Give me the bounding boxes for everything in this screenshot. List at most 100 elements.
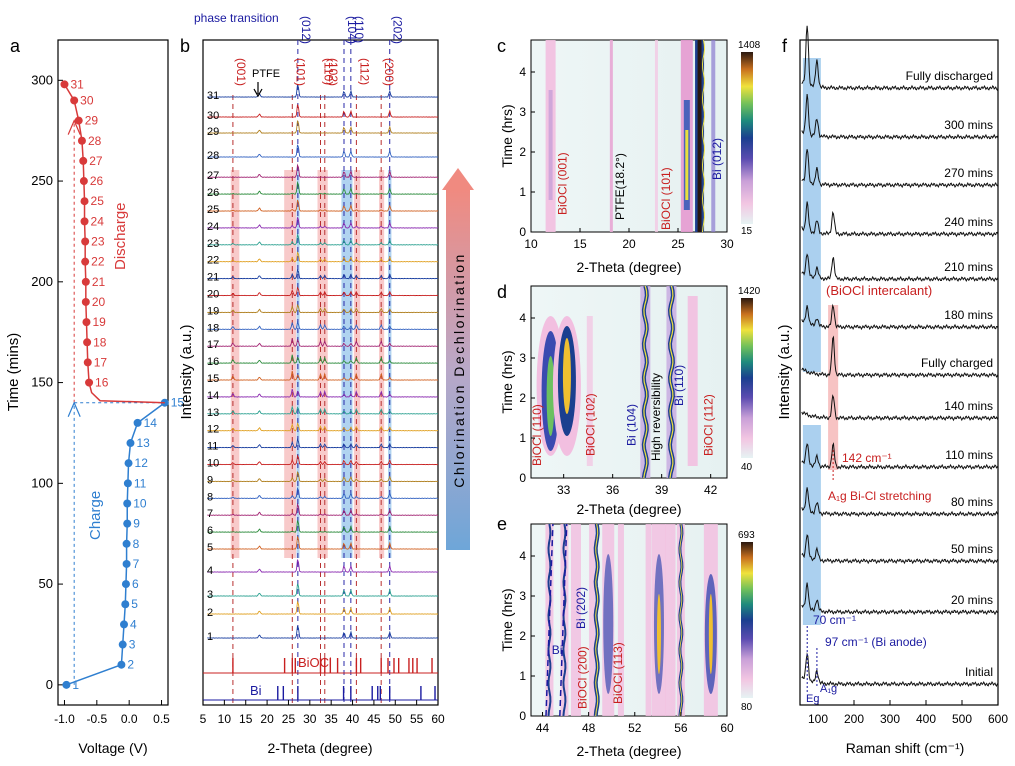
d-annotation-reversibility: High reversibility <box>649 373 663 461</box>
panel-f-a1g: A₁g <box>820 683 837 695</box>
c-band-core <box>548 90 553 200</box>
a-point-label: 10 <box>133 496 147 510</box>
a-point <box>79 177 88 186</box>
hm-xtick-label: 60 <box>720 721 734 735</box>
a-point-label: 21 <box>92 275 106 289</box>
b-scan-label: 1 <box>207 631 213 643</box>
b-scan-trace <box>207 180 439 195</box>
a-point <box>81 297 90 306</box>
f-band-bi-top <box>802 58 821 372</box>
panel-d-xlabel: 2-Theta (degree) <box>576 501 681 517</box>
a-ytick-label: 100 <box>31 475 53 490</box>
b-scan-label: 5 <box>207 542 213 554</box>
a-point-label: 16 <box>95 376 109 390</box>
b-plane-bi: (202) <box>391 16 405 44</box>
a-point-label: 19 <box>92 315 106 329</box>
hm-xtick-label: 48 <box>582 721 596 735</box>
b-plane-biocl: (200) <box>382 58 396 86</box>
a-point <box>124 459 133 468</box>
a-point <box>60 80 69 89</box>
b-scan-label: 9 <box>207 474 213 486</box>
a-point <box>133 418 142 427</box>
hm-xtick-label: 20 <box>622 237 636 251</box>
b-band-bi <box>341 170 353 558</box>
hm-ytick-label: 1 <box>519 185 526 199</box>
hm-ytick-label: 2 <box>519 629 526 643</box>
f-trace-label: 110 mins <box>945 448 993 462</box>
a-point <box>81 277 90 286</box>
a-point-label: 3 <box>129 638 136 652</box>
e-blob-54-core <box>656 594 661 674</box>
panel-e-xlabel: 2-Theta (degree) <box>576 743 681 759</box>
a-point-label: 15 <box>171 396 185 410</box>
hm-ytick-label: 3 <box>519 105 526 119</box>
b-scan-label: 27 <box>207 170 219 182</box>
b-band-biocl <box>353 170 361 558</box>
e-annotation-bi: Bi <box>552 643 563 657</box>
a-ytick-label: 300 <box>31 72 53 87</box>
e-contour-bi202-core <box>595 523 599 717</box>
a-ytick-label: 250 <box>31 173 53 188</box>
hm-ytick-label: 1 <box>519 431 526 445</box>
panel-c-heatmap: BiOCl (001) PTFE(18.2°) BiOCl (101) Bi (012… <box>499 39 761 275</box>
a-point-label: 22 <box>91 255 105 269</box>
panel-a-label: a <box>10 36 21 56</box>
chlorination-arrow-head <box>442 168 474 190</box>
panel-b-xlabel: 2-Theta (degree) <box>267 740 372 756</box>
panel-b-chart: 1234567891011121314151617181920212223242… <box>178 11 474 756</box>
b-plane-biocl: (112) <box>357 58 371 85</box>
panel-d-heatmap: BiOCl (110) BiOCl (102) Bi (104) High rever… <box>499 285 761 517</box>
b-plane-biocl: (102) <box>326 58 340 86</box>
a-point-label: 18 <box>93 335 107 349</box>
a-point <box>126 439 135 448</box>
a-point <box>123 499 132 508</box>
b-plane-biocl: (101) <box>293 58 307 86</box>
a-point-label: 25 <box>91 194 105 208</box>
b-scan-trace <box>207 163 439 178</box>
e-annotation-biocl200: BiOCl (200) <box>575 646 589 709</box>
a-point-label: 7 <box>133 557 140 571</box>
f-trace-label: 270 mins <box>944 166 993 180</box>
c-annotation-biocl101: BiOCl (101) <box>659 167 673 230</box>
b-xtick-label: 35 <box>325 712 339 726</box>
hm-ytick-label: 0 <box>519 709 526 723</box>
a-point <box>123 519 132 528</box>
a-point <box>122 559 131 568</box>
b-scan-label: 7 <box>207 508 213 520</box>
a-xtick-label: -0.5 <box>86 712 107 726</box>
b-band-biocl <box>284 170 297 558</box>
a-point <box>121 580 130 589</box>
b-scan-label: 4 <box>207 565 213 577</box>
b-plane-biocl: (110) <box>322 58 336 85</box>
hm-ytick-label: 4 <box>519 65 526 79</box>
c-annotation-ptfe: PTFE(18.2°) <box>613 153 627 220</box>
hm-ytick-label: 2 <box>519 391 526 405</box>
b-xtick-label: 55 <box>410 712 424 726</box>
chlorination-arrow-body <box>446 190 470 550</box>
panel-f-chart: Initial 20 mins 50 mins 80 mins 110 mins 140 … <box>776 25 1008 756</box>
hm-ytick-label: 4 <box>519 311 526 325</box>
panel-f-ylabel: Intensity (a.u.) <box>776 324 793 419</box>
b-xtick-label: 30 <box>303 712 317 726</box>
a-point-label: 13 <box>136 436 150 450</box>
e-annotation-biocl113: BiOCl (113) <box>611 642 625 704</box>
b-scan-label: 26 <box>207 187 219 199</box>
f-trace-label: Fully charged <box>921 356 993 370</box>
f-trace-label: 20 mins <box>951 593 993 607</box>
e-annotation-bi202: Bi (202) <box>574 587 588 629</box>
b-scan-trace <box>207 438 439 449</box>
b-xtick-label: 10 <box>218 712 232 726</box>
a-point <box>80 217 89 226</box>
a-point <box>123 479 132 488</box>
b-scan-label: 8 <box>207 491 213 503</box>
ptfe-arrow <box>253 82 263 98</box>
b-xtick-label: 25 <box>282 712 296 726</box>
a-ytick-label: 50 <box>39 576 53 591</box>
b-scan-trace <box>207 470 439 483</box>
hm-xtick-label: 10 <box>524 237 538 251</box>
d-band-bi104-core <box>643 285 648 479</box>
f-xtick-label: 400 <box>916 712 936 726</box>
b-scan-trace <box>207 625 439 639</box>
b-plane-bi: (012) <box>299 16 313 44</box>
